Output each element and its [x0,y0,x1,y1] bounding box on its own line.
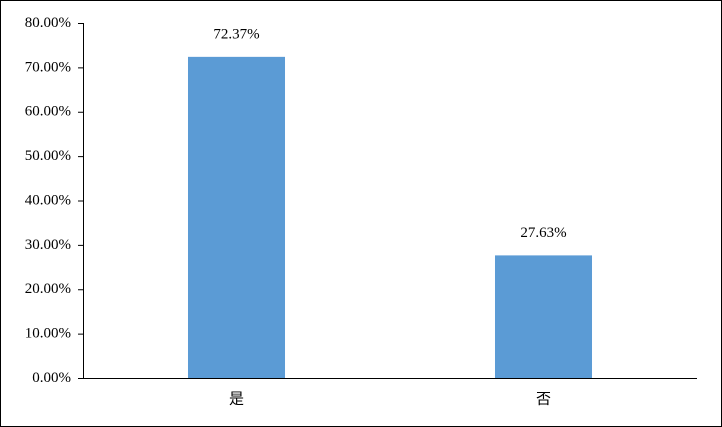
y-tick-label: 0.00% [32,370,71,386]
y-tick-label: 40.00% [25,192,71,208]
y-tick-label: 20.00% [25,281,71,297]
y-tick-label: 80.00% [25,15,71,31]
data-label: 72.37% [213,26,259,42]
bar [494,255,593,378]
y-tick-label: 70.00% [25,59,71,75]
y-tick-label: 50.00% [25,148,71,164]
y-tick-label: 60.00% [25,104,71,120]
y-tick-label: 10.00% [25,326,71,342]
y-tick-label: 30.00% [25,237,71,253]
bar [187,56,286,378]
x-tick-label: 是 [229,391,244,407]
data-label: 27.63% [520,225,566,241]
x-tick-label: 否 [536,391,551,407]
